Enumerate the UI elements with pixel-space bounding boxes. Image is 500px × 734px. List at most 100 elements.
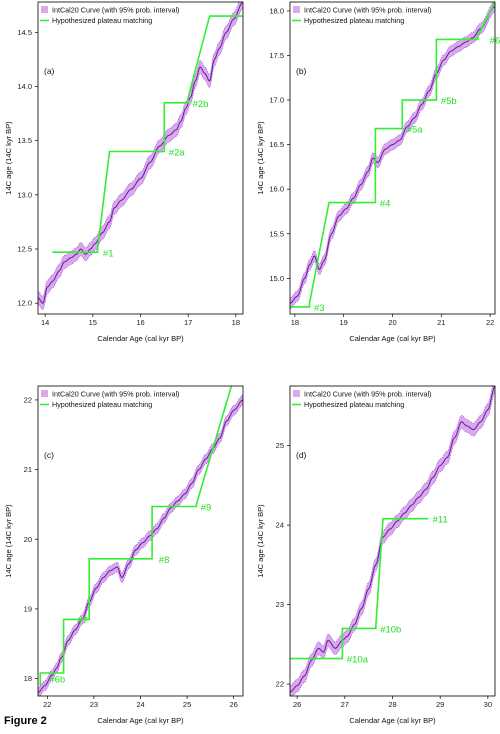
x-tick-label: 24 — [136, 700, 144, 709]
legend: IntCal20 Curve (with 95% prob. interval)… — [292, 390, 431, 409]
legend-label-plateau: Hypothesized plateau matching — [304, 16, 404, 25]
x-tick-label: 22 — [43, 700, 51, 709]
legend-label-plateau: Hypothesized plateau matching — [304, 400, 404, 409]
curve-upper-bound — [290, 386, 493, 687]
y-tick-label: 14.5 — [17, 28, 32, 37]
chart-panel-4: 26 27 28 29 30 22 23 24 25 Calendar Age (cal kyr … — [256, 385, 496, 725]
plateau-label: #8 — [159, 555, 170, 566]
legend: IntCal20 Curve (with 95% prob. interval)… — [292, 6, 431, 25]
plateau-label: #3 — [314, 303, 325, 314]
legend-swatch-curve — [41, 6, 48, 13]
x-axis-label: Calendar Age (cal kyr BP) — [97, 334, 184, 343]
legend-label-curve: IntCal20 Curve (with 95% prob. interval) — [304, 390, 431, 399]
legend: IntCal20 Curve (with 95% prob. interval)… — [40, 6, 179, 25]
plateau-label: #4 — [380, 199, 391, 210]
x-tick-label: 29 — [436, 700, 444, 709]
plateau-label: #6 — [490, 35, 500, 46]
curve-line — [38, 2, 243, 304]
legend-label-curve: IntCal20 Curve (with 95% prob. interval) — [52, 6, 179, 15]
curve-band — [38, 2, 243, 310]
y-tick-label: 15.0 — [269, 274, 284, 283]
panel-tag: (b) — [296, 66, 307, 76]
y-tick-label: 24 — [276, 521, 284, 530]
plot-frame — [37, 1, 244, 315]
x-tick-label: 25 — [183, 700, 191, 709]
x-tick-label: 26 — [293, 700, 301, 709]
x-tick-label: 15 — [89, 318, 97, 327]
plateau-label: #10a — [347, 655, 369, 666]
curve-line — [290, 386, 495, 693]
x-axis-label: Calendar Age (cal kyr BP) — [349, 716, 436, 725]
x-axis-label: Calendar Age (cal kyr BP) — [97, 716, 184, 725]
plateau-label: #2b — [193, 99, 209, 110]
x-tick-label: 18 — [232, 318, 240, 327]
plateau-label: #7 — [77, 615, 88, 626]
y-axis-label: 14C age (14C kyr BP) — [4, 504, 13, 578]
plateau-label: #11 — [433, 515, 448, 526]
plateau-label: #1 — [103, 248, 114, 259]
legend-swatch-curve — [293, 6, 300, 13]
y-tick-label: 23 — [276, 600, 284, 609]
y-axis-label: 14C age (14C kyr BP) — [256, 121, 265, 195]
curve-line — [290, 6, 495, 304]
y-tick-label: 25 — [276, 441, 284, 450]
figure-label: Figure 2 — [4, 715, 47, 727]
plateau-label: #9 — [201, 503, 212, 514]
y-tick-label: 16.0 — [269, 185, 284, 194]
y-tick-label: 18 — [24, 674, 32, 683]
y-tick-label: 17.5 — [269, 51, 284, 60]
y-tick-label: 12.0 — [17, 299, 32, 308]
y-tick-label: 22 — [276, 680, 284, 689]
plot-area — [290, 2, 495, 310]
y-tick-label: 21 — [24, 465, 32, 474]
y-tick-label: 18.0 — [269, 6, 284, 15]
x-tick-label: 14 — [41, 318, 49, 327]
x-tick-label: 18 — [291, 318, 299, 327]
chart-panel-3: 22 23 24 25 26 18 19 20 21 22 Calendar Age (cal ky… — [4, 385, 244, 725]
plot-area — [290, 386, 495, 696]
plateau-label: #2a — [169, 148, 186, 159]
x-tick-label: 28 — [388, 700, 396, 709]
y-tick-label: 19 — [24, 604, 32, 613]
curve-lower-bound — [38, 8, 243, 311]
plot-area — [38, 386, 243, 696]
legend: IntCal20 Curve (with 95% prob. interval)… — [40, 390, 179, 409]
plot-area — [38, 2, 243, 311]
x-tick-label: 30 — [484, 700, 492, 709]
x-tick-label: 26 — [230, 700, 238, 709]
legend-label-curve: IntCal20 Curve (with 95% prob. interval) — [52, 390, 179, 399]
plateau-label: #10b — [380, 624, 401, 635]
panel-tag: (c) — [44, 450, 54, 460]
plateau-line — [52, 15, 243, 253]
curve-upper-bound — [290, 2, 495, 299]
y-tick-label: 15.5 — [269, 229, 284, 238]
x-tick-label: 16 — [136, 318, 144, 327]
y-tick-label: 13.0 — [17, 190, 32, 199]
x-tick-label: 27 — [341, 700, 349, 709]
x-axis-label: Calendar Age (cal kyr BP) — [349, 334, 436, 343]
x-tick-label: 19 — [340, 318, 348, 327]
plateau-label: #5a — [407, 125, 424, 136]
chart-panel-1: 14 15 16 17 18 12.0 12.5 13.0 13.5 14.0 14.5 Calend… — [4, 1, 244, 343]
legend-label-plateau: Hypothesized plateau matching — [52, 400, 152, 409]
x-tick-label: 22 — [486, 318, 494, 327]
legend-label-curve: IntCal20 Curve (with 95% prob. interval) — [304, 6, 431, 15]
legend-label-plateau: Hypothesized plateau matching — [52, 16, 152, 25]
panel-tag: (a) — [44, 66, 55, 76]
curve-band — [290, 2, 495, 309]
curve-band — [38, 395, 243, 696]
x-tick-label: 23 — [90, 700, 98, 709]
y-tick-label: 20 — [24, 535, 32, 544]
plateau-line — [290, 2, 495, 308]
y-tick-label: 13.5 — [17, 136, 32, 145]
chart-panel-2: 18 19 20 21 22 15.0 15.5 16.0 16.5 17.0 17.5 18.0 Ca… — [256, 1, 500, 343]
y-axis-label: 14C age (14C kyr BP) — [4, 121, 13, 195]
plateau-label: #5b — [441, 96, 457, 107]
y-tick-label: 17.0 — [269, 96, 284, 105]
x-tick-label: 21 — [437, 318, 445, 327]
panel-tag: (d) — [296, 450, 307, 460]
x-tick-label: 20 — [388, 318, 396, 327]
curve-band — [290, 386, 495, 696]
legend-swatch-curve — [41, 390, 48, 397]
